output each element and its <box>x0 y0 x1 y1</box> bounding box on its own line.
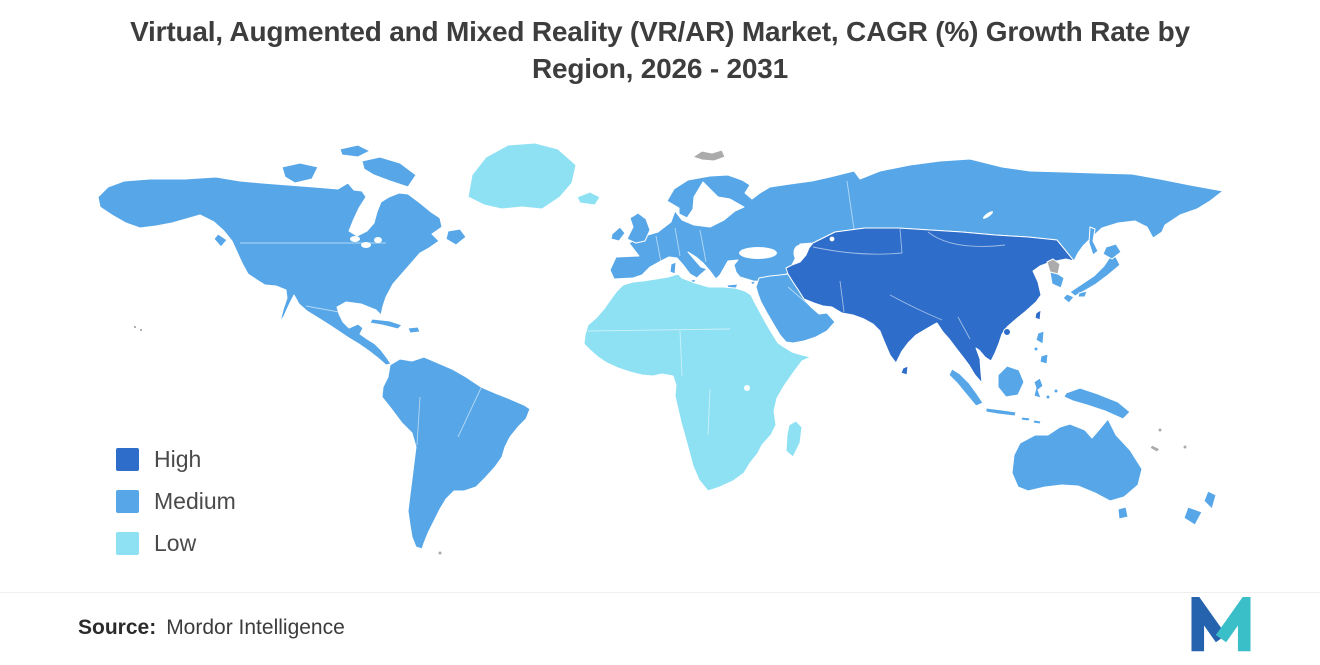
legend-label-low: Low <box>154 530 197 556</box>
region-south-korea <box>1049 271 1065 289</box>
region-new-zealand <box>1183 490 1217 526</box>
source-line: Source: Mordor Intelligence <box>78 616 345 640</box>
legend-item-low: Low <box>116 530 236 557</box>
page-title: Virtual, Augmented and Mixed Reality (VR… <box>130 16 1190 84</box>
source-value: Mordor Intelligence <box>166 616 345 639</box>
legend-item-high: High <box>116 446 236 473</box>
world-map-container <box>90 130 1230 570</box>
legend-swatch-medium <box>116 490 139 513</box>
region-south-america <box>381 356 531 550</box>
legend-swatch-low <box>116 532 139 555</box>
region-pacific-islands <box>132 324 1188 556</box>
region-svalbard <box>692 149 726 162</box>
region-greenland <box>467 142 577 210</box>
legend-label-medium: Medium <box>154 488 236 514</box>
region-iceland <box>576 191 601 206</box>
region-australia <box>1011 418 1143 520</box>
region-japan <box>1062 243 1122 304</box>
source-label: Source: <box>78 616 157 639</box>
logo-right-stroke <box>1215 597 1251 652</box>
legend: High Medium Low <box>116 446 236 557</box>
region-southeast-asia <box>948 330 1131 425</box>
legend-swatch-high <box>116 448 139 471</box>
region-africa <box>583 273 812 492</box>
legend-item-medium: Medium <box>116 488 236 515</box>
logo-left-stroke <box>1191 597 1227 652</box>
legend-label-high: High <box>154 446 202 472</box>
region-north-america <box>97 144 467 366</box>
country-border-lines <box>240 180 1006 446</box>
footer-divider <box>0 592 1320 593</box>
mordor-intelligence-logo <box>1191 597 1251 652</box>
lakes <box>350 211 994 391</box>
region-north-korea <box>1046 258 1061 275</box>
region-asia-core <box>785 227 1075 384</box>
world-map <box>97 142 1224 556</box>
